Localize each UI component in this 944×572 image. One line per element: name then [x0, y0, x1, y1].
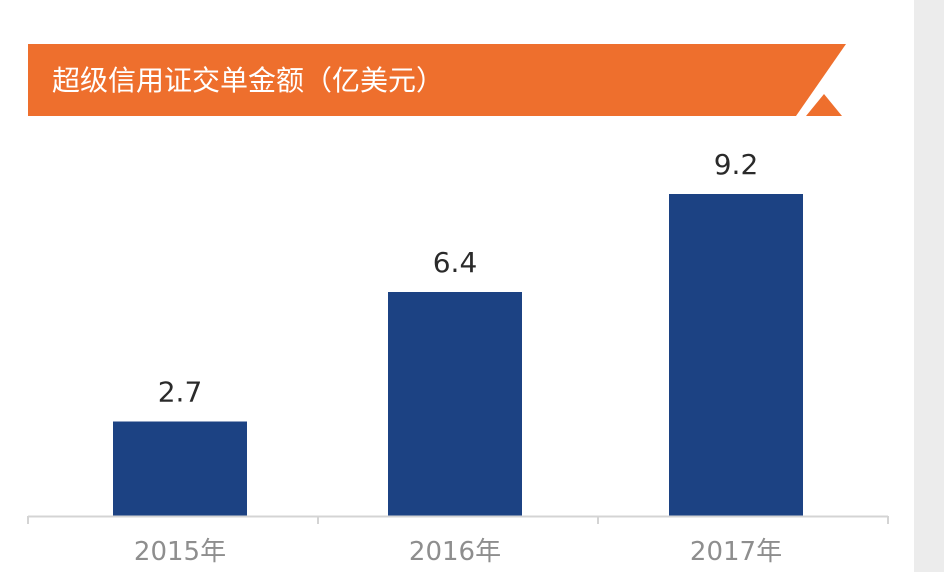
bars-group	[113, 194, 803, 516]
chart-title: 超级信用证交单金额（亿美元）	[52, 64, 444, 97]
title-banner-corner-triangle	[806, 94, 842, 116]
bar-chart: 超级信用证交单金额（亿美元） 2.7 6.4 9.2 2015年 2016年 2017年	[27, 44, 889, 567]
x-axis	[27, 515, 889, 524]
bar-1	[113, 421, 247, 516]
value-label-2: 6.4	[433, 246, 478, 279]
title-banner: 超级信用证交单金额（亿美元）	[28, 44, 846, 116]
bar-2	[388, 292, 522, 516]
bar-3	[669, 194, 803, 516]
right-edge-strip	[914, 0, 944, 572]
value-label-3: 9.2	[714, 148, 759, 181]
x-tick-label-1: 2015年	[134, 537, 226, 567]
x-tick-labels-group: 2015年 2016年 2017年	[134, 537, 782, 567]
x-tick-label-2: 2016年	[409, 537, 501, 567]
value-label-1: 2.7	[158, 376, 203, 409]
value-labels-group: 2.7 6.4 9.2	[158, 148, 759, 409]
x-tick-label-3: 2017年	[690, 537, 782, 567]
title-banner-background	[28, 44, 846, 116]
